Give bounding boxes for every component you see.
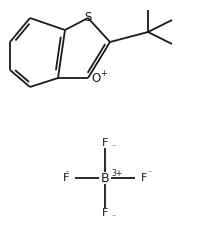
Text: ⁻: ⁻ [147,168,151,177]
Text: 3+: 3+ [111,168,122,177]
Text: F: F [141,173,147,183]
Text: ⁻: ⁻ [111,212,115,222]
Text: S: S [84,11,92,25]
Text: O: O [91,71,100,85]
Text: +: + [100,69,107,78]
Text: B: B [101,172,109,184]
Text: F: F [102,138,108,148]
Text: F: F [63,173,69,183]
Text: F: F [102,208,108,218]
Text: ⁻: ⁻ [65,168,69,177]
Text: ⁻: ⁻ [111,142,115,151]
